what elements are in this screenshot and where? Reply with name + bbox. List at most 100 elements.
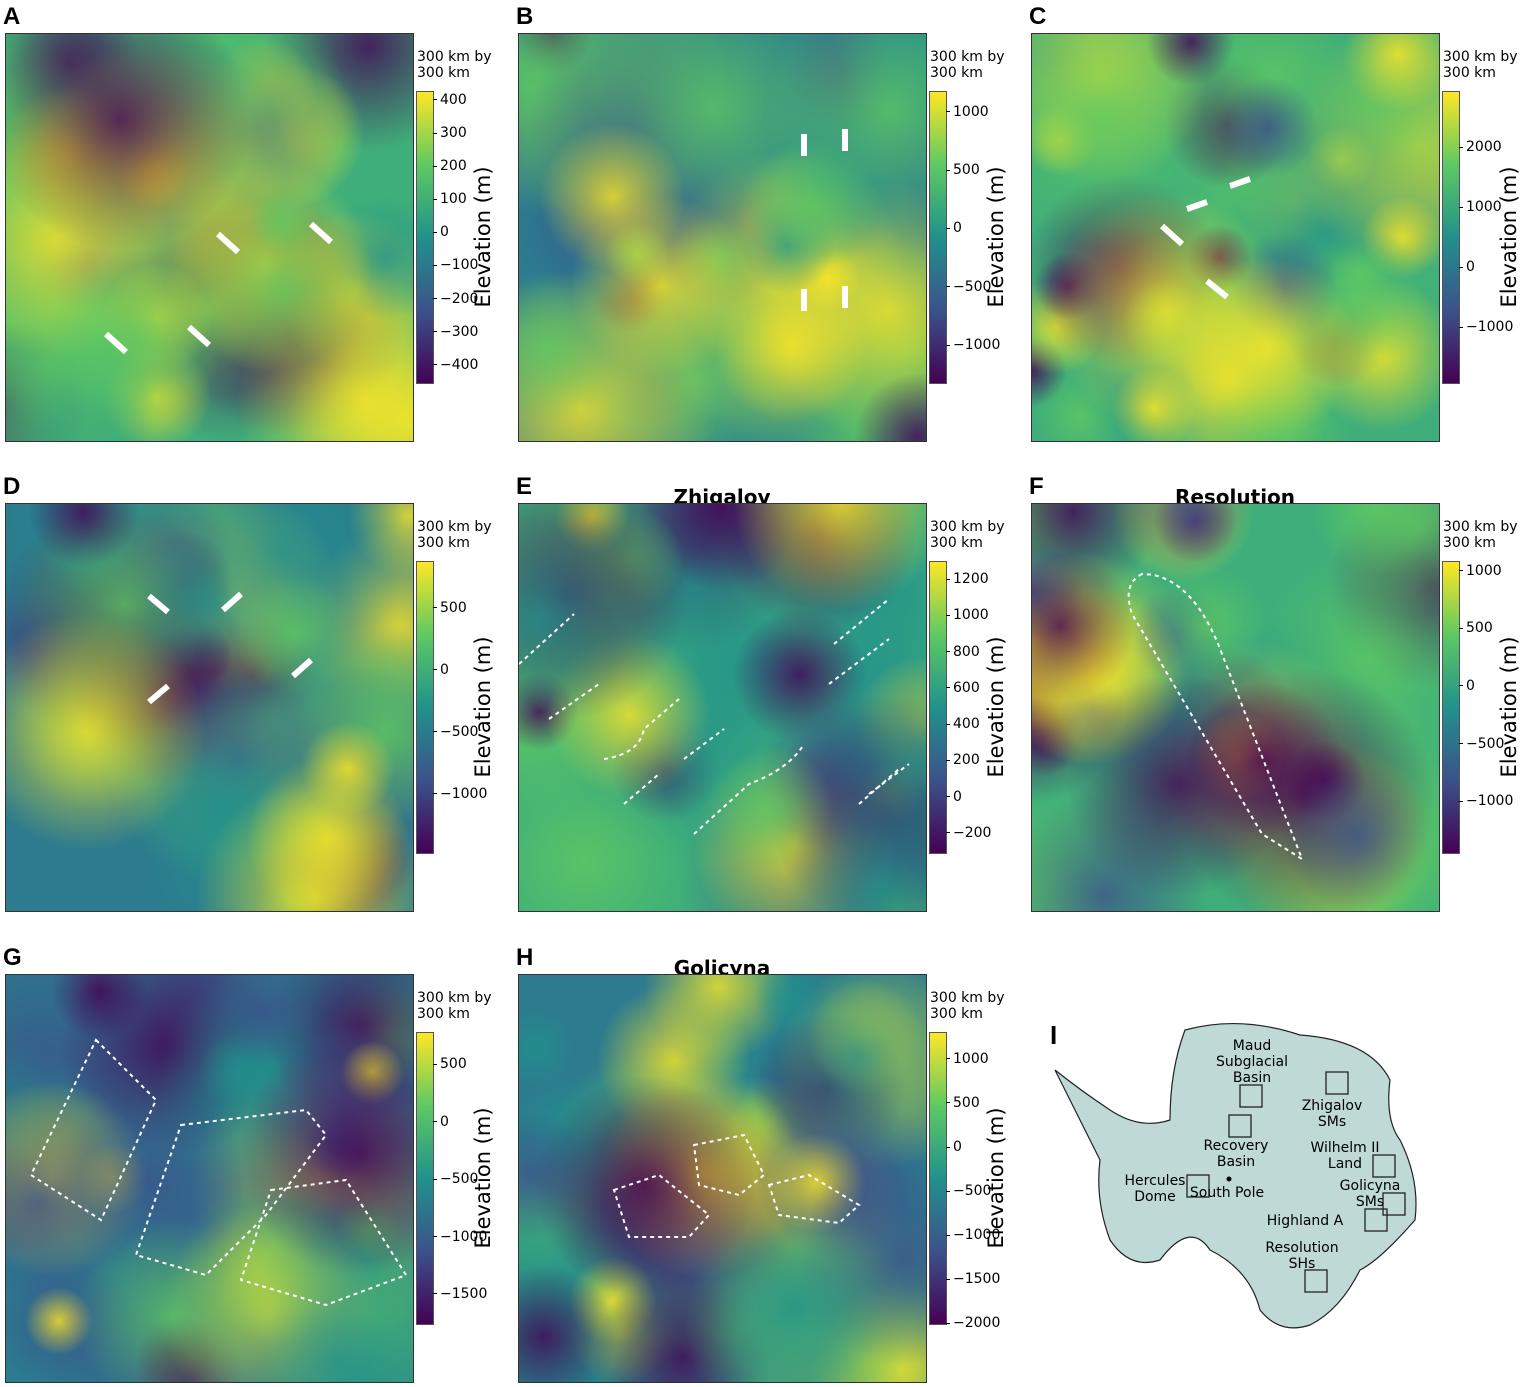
panel-letter: E [516,473,533,500]
colorbar [929,91,947,384]
region-label: Zhigalov SMs [1301,1098,1363,1130]
colorbar-label: Elevation (m) [984,166,1008,308]
colorbar-label: Elevation (m) [984,636,1008,778]
colorbar-tick-label: −1000 [946,338,1000,352]
colorbar [1442,561,1460,854]
colorbar-tick-label: −1000 [1459,794,1513,808]
scale-note: 300 km by 300 km [930,519,1005,551]
colorbar-tick-label: 0 [1459,679,1475,693]
scale-note: 300 km by 300 km [1443,519,1518,551]
antarctica-outline [1054,1022,1417,1329]
colorbar-tick-label: 600 [946,681,980,695]
panel-letter: B [516,3,534,30]
scale-line: 300 km by [930,990,1005,1006]
elevation-heatmap [518,974,927,1383]
scale-note: 300 km by 300 km [930,49,1005,81]
annotation-overlay [801,129,848,311]
scale-line: 300 km [930,1006,983,1022]
colorbar-tick-label: 500 [433,1057,467,1071]
elevation-heatmap [518,503,927,912]
colorbar-tick-label: 1000 [946,608,989,622]
scale-note: 300 km by 300 km [417,519,492,551]
scale-line: 300 km by [1443,49,1518,65]
colorbar-tick-label: 400 [433,93,467,107]
annotation-overlay [519,598,910,835]
scale-line: 300 km [417,1006,470,1022]
scale-note: 300 km by 300 km [930,990,1005,1022]
colorbar-tick-label: 1000 [946,1052,989,1066]
panel-letter: G [3,944,22,971]
colorbar [416,1032,434,1325]
colorbar-tick-label: −1000 [1459,320,1513,334]
annotation-overlay [612,1133,861,1238]
panel-letter: I [1050,1020,1058,1050]
colorbar-tick-label: 2000 [1459,140,1502,154]
colorbar-tick-label: 500 [946,1096,980,1110]
colorbar-tick-label: −500 [946,280,991,294]
panel-letter: D [3,473,21,500]
scale-line: 300 km by [417,990,492,1006]
scale-note: 300 km by 300 km [417,49,492,81]
panel-f: FResolutionSubglacial Highlands300 km by… [1029,473,1536,973]
scale-line: 300 km by [930,519,1005,535]
colorbar-tick-label: −1000 [433,1230,487,1244]
colorbar-tick-label: −500 [1459,737,1504,751]
colorbar [929,561,947,854]
colorbar-label: Elevation (m) [1497,636,1521,778]
colorbar-tick-label: −500 [946,1184,991,1198]
panel-i-antarctica-map: I Maud Subglacial Basin Zhigalov SMs Recov… [1040,1010,1440,1340]
scale-line: 300 km by [1443,519,1518,535]
region-label: Resolution SHs [1265,1240,1339,1272]
annotation-overlay [1127,572,1305,862]
colorbar-tick-label: −500 [433,1172,478,1186]
colorbar-label: Elevation (m) [471,636,495,778]
colorbar-tick-label: −1000 [433,787,487,801]
elevation-heatmap [5,33,414,442]
colorbar-tick-label: 1000 [1459,200,1502,214]
colorbar-tick-label: −1500 [946,1272,1000,1286]
colorbar-label: Elevation (m) [1497,166,1521,308]
colorbar-label: Elevation (m) [471,1107,495,1249]
colorbar-tick-label: 200 [946,753,980,767]
colorbar-tick-label: 0 [433,1115,449,1129]
colorbar-tick-label: −100 [433,258,478,272]
colorbar-tick-label: −1500 [433,1287,487,1301]
colorbar-tick-label: −500 [433,725,478,739]
colorbar-tick-label: −300 [433,325,478,339]
colorbar-tick-label: 400 [946,717,980,731]
colorbar [416,91,434,384]
colorbar-label: Elevation (m) [984,1107,1008,1249]
colorbar-label: Elevation (m) [471,166,495,308]
elevation-heatmap [1031,33,1440,442]
annotation-overlay [103,221,334,355]
panel-letter: H [516,944,534,971]
colorbar-tick-label: 1200 [946,572,989,586]
colorbar-tick-label: 0 [433,225,449,239]
region-label: Highland A [1266,1213,1344,1229]
colorbar-tick-label: −200 [946,826,991,840]
annotation-overlay [147,591,313,705]
scale-line: 300 km [417,65,470,81]
panel-letter: C [1029,3,1047,30]
colorbar-tick-label: 0 [946,221,962,235]
colorbar-tick-label: 200 [433,159,467,173]
scale-line: 300 km [1443,535,1496,551]
scale-line: 300 km [930,535,983,551]
colorbar-tick-label: 500 [946,163,980,177]
annotation-overlay [1159,176,1251,300]
colorbar-tick-label: 500 [433,601,467,615]
scale-line: 300 km by [930,49,1005,65]
colorbar-tick-label: 0 [1459,260,1475,274]
colorbar-tick-label: −2000 [946,1316,1000,1330]
colorbar-tick-label: 1000 [1459,564,1502,578]
panel-h: HGolicynaSubglacial Highlands300 km by30… [516,944,1038,1387]
colorbar [1442,91,1460,384]
region-label: Hercules Dome [1124,1173,1186,1205]
region-label: Recovery Basin [1203,1138,1269,1170]
scale-line: 300 km by [417,49,492,65]
colorbar-tick-label: −400 [433,358,478,372]
